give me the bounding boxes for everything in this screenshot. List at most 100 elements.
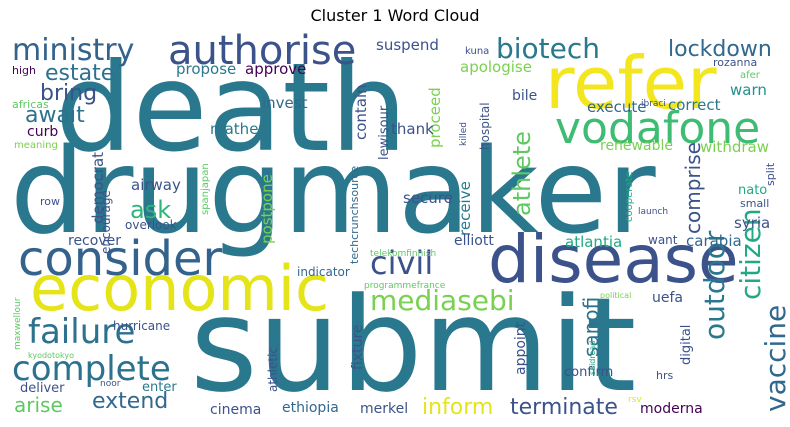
word-killed: killed	[459, 122, 469, 146]
word-elliott: elliott	[454, 233, 494, 249]
word-outdoor: outdoor	[698, 230, 731, 340]
word-syria: syria	[734, 214, 770, 232]
word-mathew: mathew	[210, 120, 271, 138]
word-nato: nato	[738, 183, 767, 198]
word-mediasebi: mediasebi	[370, 284, 515, 317]
word-civil: civil	[370, 244, 433, 282]
word-biotech: biotech	[496, 32, 600, 65]
word-launch: launch	[638, 207, 668, 217]
word-proceed: proceed	[426, 87, 444, 148]
word-atlantia: atlantia	[565, 233, 622, 251]
word-lewisour: lewisour	[377, 105, 392, 160]
word-hrs: hrs	[656, 369, 673, 382]
word-estate: estate	[45, 61, 114, 86]
word-meaning: meaning	[14, 140, 58, 151]
word-small: small	[740, 197, 769, 210]
word-confirm: confirm	[564, 365, 613, 380]
word-athletic: athletic	[266, 347, 280, 392]
word-disease: disease	[488, 221, 739, 298]
word-thank: thank	[391, 120, 434, 138]
word-uefa: uefa	[652, 290, 683, 306]
word-citizen: citizen	[734, 208, 767, 300]
word-withdraw: withdraw	[700, 138, 769, 156]
word-failure: failure	[28, 312, 135, 352]
word-saidread: saidread	[588, 341, 597, 375]
word-suspend: suspend	[376, 36, 439, 54]
word-rsv: rsv	[628, 395, 642, 405]
word-split: split	[764, 162, 777, 186]
word-indicator: indicator	[297, 265, 350, 279]
word-consider: consider	[18, 231, 223, 287]
word-execute: execute	[587, 98, 646, 116]
word-drugmaker: drugmaker	[10, 122, 656, 260]
word-fixture: fixture	[350, 324, 366, 370]
word-kyodotokyo: kyodotokyo	[28, 351, 74, 360]
word-enter: enter	[142, 380, 177, 395]
word-propose: propose	[176, 60, 236, 78]
word-political: political	[600, 291, 631, 300]
word-economic: economic	[30, 252, 329, 325]
word-warn: warn	[730, 81, 767, 99]
word-row: row	[40, 195, 60, 208]
word-invest: invest	[262, 94, 308, 112]
word-death: death	[55, 37, 407, 179]
word-terminate: terminate	[510, 395, 618, 420]
word-overlook: overlook	[125, 218, 177, 232]
word-authorise: authorise	[168, 28, 356, 74]
word-sanofi: sanofi	[579, 297, 603, 357]
word-arise: arise	[14, 393, 63, 417]
word-secure: secure	[403, 189, 453, 207]
word-afer: afer	[740, 70, 761, 81]
word-programmefrance: programmefrance	[364, 281, 446, 291]
word-democrat: democrat	[89, 152, 107, 224]
word-complete: complete	[12, 349, 171, 389]
word-comprise: comprise	[681, 142, 705, 234]
word-techcrunchsource: techcrunchsource	[348, 166, 361, 264]
word-spanjapan: spanjapan	[200, 163, 211, 215]
word-noor: noor	[100, 379, 121, 389]
word-receive: receive	[456, 181, 474, 236]
word-hurricane: hurricane	[113, 319, 170, 333]
word-digital: digital	[679, 325, 694, 365]
word-maxwellour: maxwellour	[13, 297, 23, 350]
word-ministry: ministry	[12, 33, 134, 68]
word-ask: ask	[130, 196, 171, 224]
word-want: want	[648, 233, 678, 247]
word-deliver: deliver	[20, 381, 65, 396]
word-vodafone: vodafone	[555, 103, 760, 154]
word-approve: approve	[245, 60, 306, 78]
word-ibraci: ibraci	[641, 99, 666, 109]
word-appoint: appoint	[513, 321, 529, 375]
word-refer: refer	[545, 41, 717, 125]
word-contain: contain	[352, 84, 370, 140]
word-vaccine: vaccine	[759, 305, 790, 412]
word-high: high	[12, 64, 36, 77]
word-bile: bile	[512, 88, 537, 104]
word-merkel: merkel	[360, 401, 408, 417]
word-renewable: renewable	[600, 138, 673, 154]
word-rozanna: rozanna	[713, 56, 757, 69]
word-encourage: encourage	[99, 190, 113, 254]
word-apologise: apologise	[460, 58, 532, 76]
word-athlete: athlete	[508, 131, 536, 216]
word-carabia: carabia	[686, 232, 742, 250]
word-postpone: postpone	[258, 174, 276, 244]
word-correct: correct	[668, 96, 721, 114]
word-extend: extend	[92, 389, 168, 414]
word-recover: recover	[68, 233, 121, 249]
word-africas: africas	[12, 98, 49, 111]
word-bring: bring	[40, 81, 97, 106]
word-lockdown: lockdown	[668, 37, 772, 62]
word-inform: inform	[422, 395, 493, 420]
word-cinema: cinema	[210, 402, 261, 418]
word-airway: airway	[131, 176, 181, 194]
word-kuna: kuna	[465, 46, 489, 57]
word-hospital: hospital	[478, 102, 492, 150]
word-cooperate: cooperate	[624, 171, 635, 222]
chart-title: Cluster 1 Word Cloud	[310, 6, 480, 25]
word-await: await	[25, 103, 85, 128]
word-ethiopia: ethiopia	[282, 400, 339, 416]
word-telekomfinnish: telekomfinnish	[370, 249, 436, 259]
word-curb: curb	[27, 124, 58, 140]
